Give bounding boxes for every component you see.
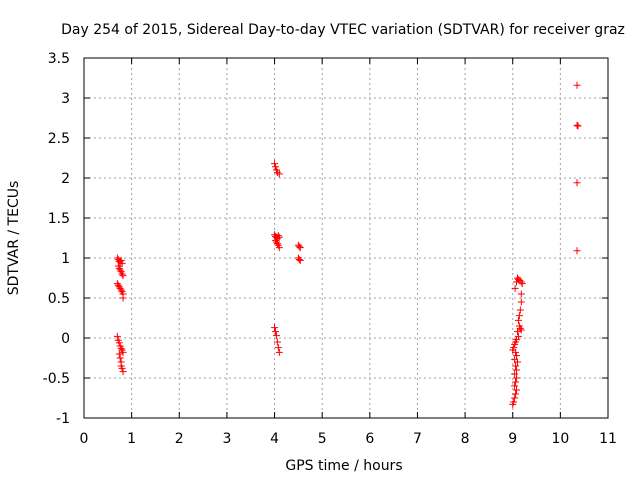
x-tick-label: 2 xyxy=(175,431,184,447)
data-point xyxy=(117,256,125,264)
data-point xyxy=(512,348,520,356)
y-tick-label: 2 xyxy=(61,171,70,187)
data-point xyxy=(119,294,127,302)
data-point xyxy=(271,328,279,336)
data-point xyxy=(273,240,281,248)
data-point xyxy=(273,338,281,346)
data-point xyxy=(518,280,526,288)
data-point xyxy=(295,243,303,251)
x-tick-label: 3 xyxy=(222,431,231,447)
data-point xyxy=(275,170,283,178)
data-point xyxy=(512,378,520,386)
data-point xyxy=(115,339,123,347)
y-tick-label: 3.5 xyxy=(48,51,70,67)
data-point xyxy=(574,122,582,130)
data-point xyxy=(117,344,125,352)
data-point xyxy=(513,374,521,382)
chart-title: Day 254 of 2015, Sidereal Day-to-day VTE… xyxy=(61,22,625,38)
data-point xyxy=(274,232,282,240)
data-point xyxy=(119,368,127,376)
data-point xyxy=(118,364,126,372)
data-point xyxy=(513,386,521,394)
data-points xyxy=(113,81,582,408)
data-point xyxy=(511,370,519,378)
grid-lines xyxy=(84,58,608,418)
y-tick-label: 1 xyxy=(61,251,70,267)
data-point xyxy=(113,332,121,340)
data-point xyxy=(514,316,522,324)
y-tick-label: 0 xyxy=(61,331,70,347)
x-tick-label: 11 xyxy=(599,431,617,447)
y-tick-label: 1.5 xyxy=(48,211,70,227)
data-point xyxy=(115,350,123,358)
data-point xyxy=(513,328,521,336)
x-axis-label: GPS time / hours xyxy=(285,458,402,474)
x-axis-ticks: 0 1 2 3 4 5 6 7 8 9 10 11 xyxy=(80,58,617,447)
data-point xyxy=(517,326,525,334)
x-tick-label: 9 xyxy=(508,431,517,447)
data-point xyxy=(513,358,521,366)
data-point xyxy=(511,284,519,292)
data-point xyxy=(515,312,523,320)
data-point xyxy=(118,270,126,278)
data-point xyxy=(271,163,279,171)
y-axis-label: SDTVAR / TECUs xyxy=(6,181,22,296)
data-point xyxy=(511,382,519,390)
data-point xyxy=(511,394,519,402)
x-tick-label: 10 xyxy=(551,431,569,447)
data-point xyxy=(573,81,581,89)
data-point xyxy=(275,244,283,252)
data-point xyxy=(271,324,279,332)
y-tick-label: 2.5 xyxy=(48,131,70,147)
data-point xyxy=(511,340,519,348)
data-point xyxy=(274,344,282,352)
x-tick-label: 5 xyxy=(318,431,327,447)
data-point xyxy=(517,278,525,286)
data-point xyxy=(512,362,520,370)
data-point xyxy=(509,400,517,408)
data-point xyxy=(512,390,520,398)
y-tick-label: 0.5 xyxy=(48,291,70,307)
data-point xyxy=(573,179,581,187)
y-tick-label: -0.5 xyxy=(43,371,70,387)
x-tick-label: 6 xyxy=(365,431,374,447)
x-tick-label: 4 xyxy=(270,431,279,447)
data-point xyxy=(513,352,521,360)
data-point xyxy=(119,272,127,280)
y-tick-label: 3 xyxy=(61,91,70,107)
data-point xyxy=(296,256,304,264)
data-point xyxy=(272,332,280,340)
y-tick-label: -1 xyxy=(56,411,70,427)
data-point xyxy=(275,233,283,241)
data-point xyxy=(513,366,521,374)
x-tick-label: 1 xyxy=(127,431,136,447)
x-tick-label: 8 xyxy=(461,431,470,447)
data-point xyxy=(117,286,125,294)
data-point xyxy=(516,324,524,332)
data-point xyxy=(573,121,581,129)
data-point xyxy=(118,260,126,268)
data-point xyxy=(275,348,283,356)
data-point xyxy=(516,306,524,314)
data-point xyxy=(296,244,304,252)
data-point xyxy=(573,247,581,255)
data-point xyxy=(116,354,124,362)
data-point xyxy=(116,266,124,274)
data-point xyxy=(271,160,279,168)
data-point xyxy=(517,290,525,298)
data-point xyxy=(517,298,525,306)
data-point xyxy=(119,348,127,356)
x-tick-label: 7 xyxy=(413,431,422,447)
data-point xyxy=(295,256,303,264)
plot-frame xyxy=(83,57,609,419)
x-tick-label: 0 xyxy=(80,431,89,447)
